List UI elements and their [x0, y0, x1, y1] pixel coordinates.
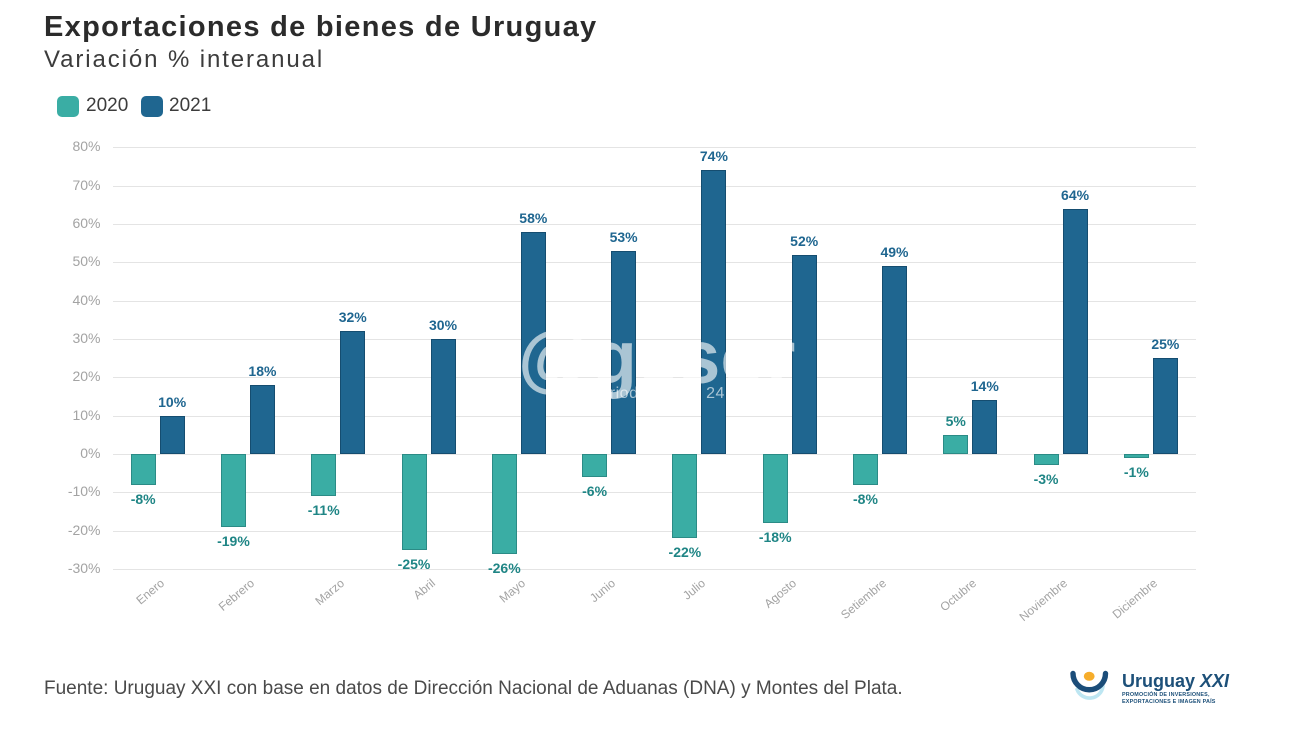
svg-text:EXPORTACIONES E IMAGEN PAÍS: EXPORTACIONES E IMAGEN PAÍS — [1122, 697, 1216, 705]
svg-text:PROMOCIÓN DE INVERSIONES,: PROMOCIÓN DE INVERSIONES, — [1122, 690, 1210, 698]
svg-text:Uruguay XXI: Uruguay XXI — [1122, 671, 1230, 691]
